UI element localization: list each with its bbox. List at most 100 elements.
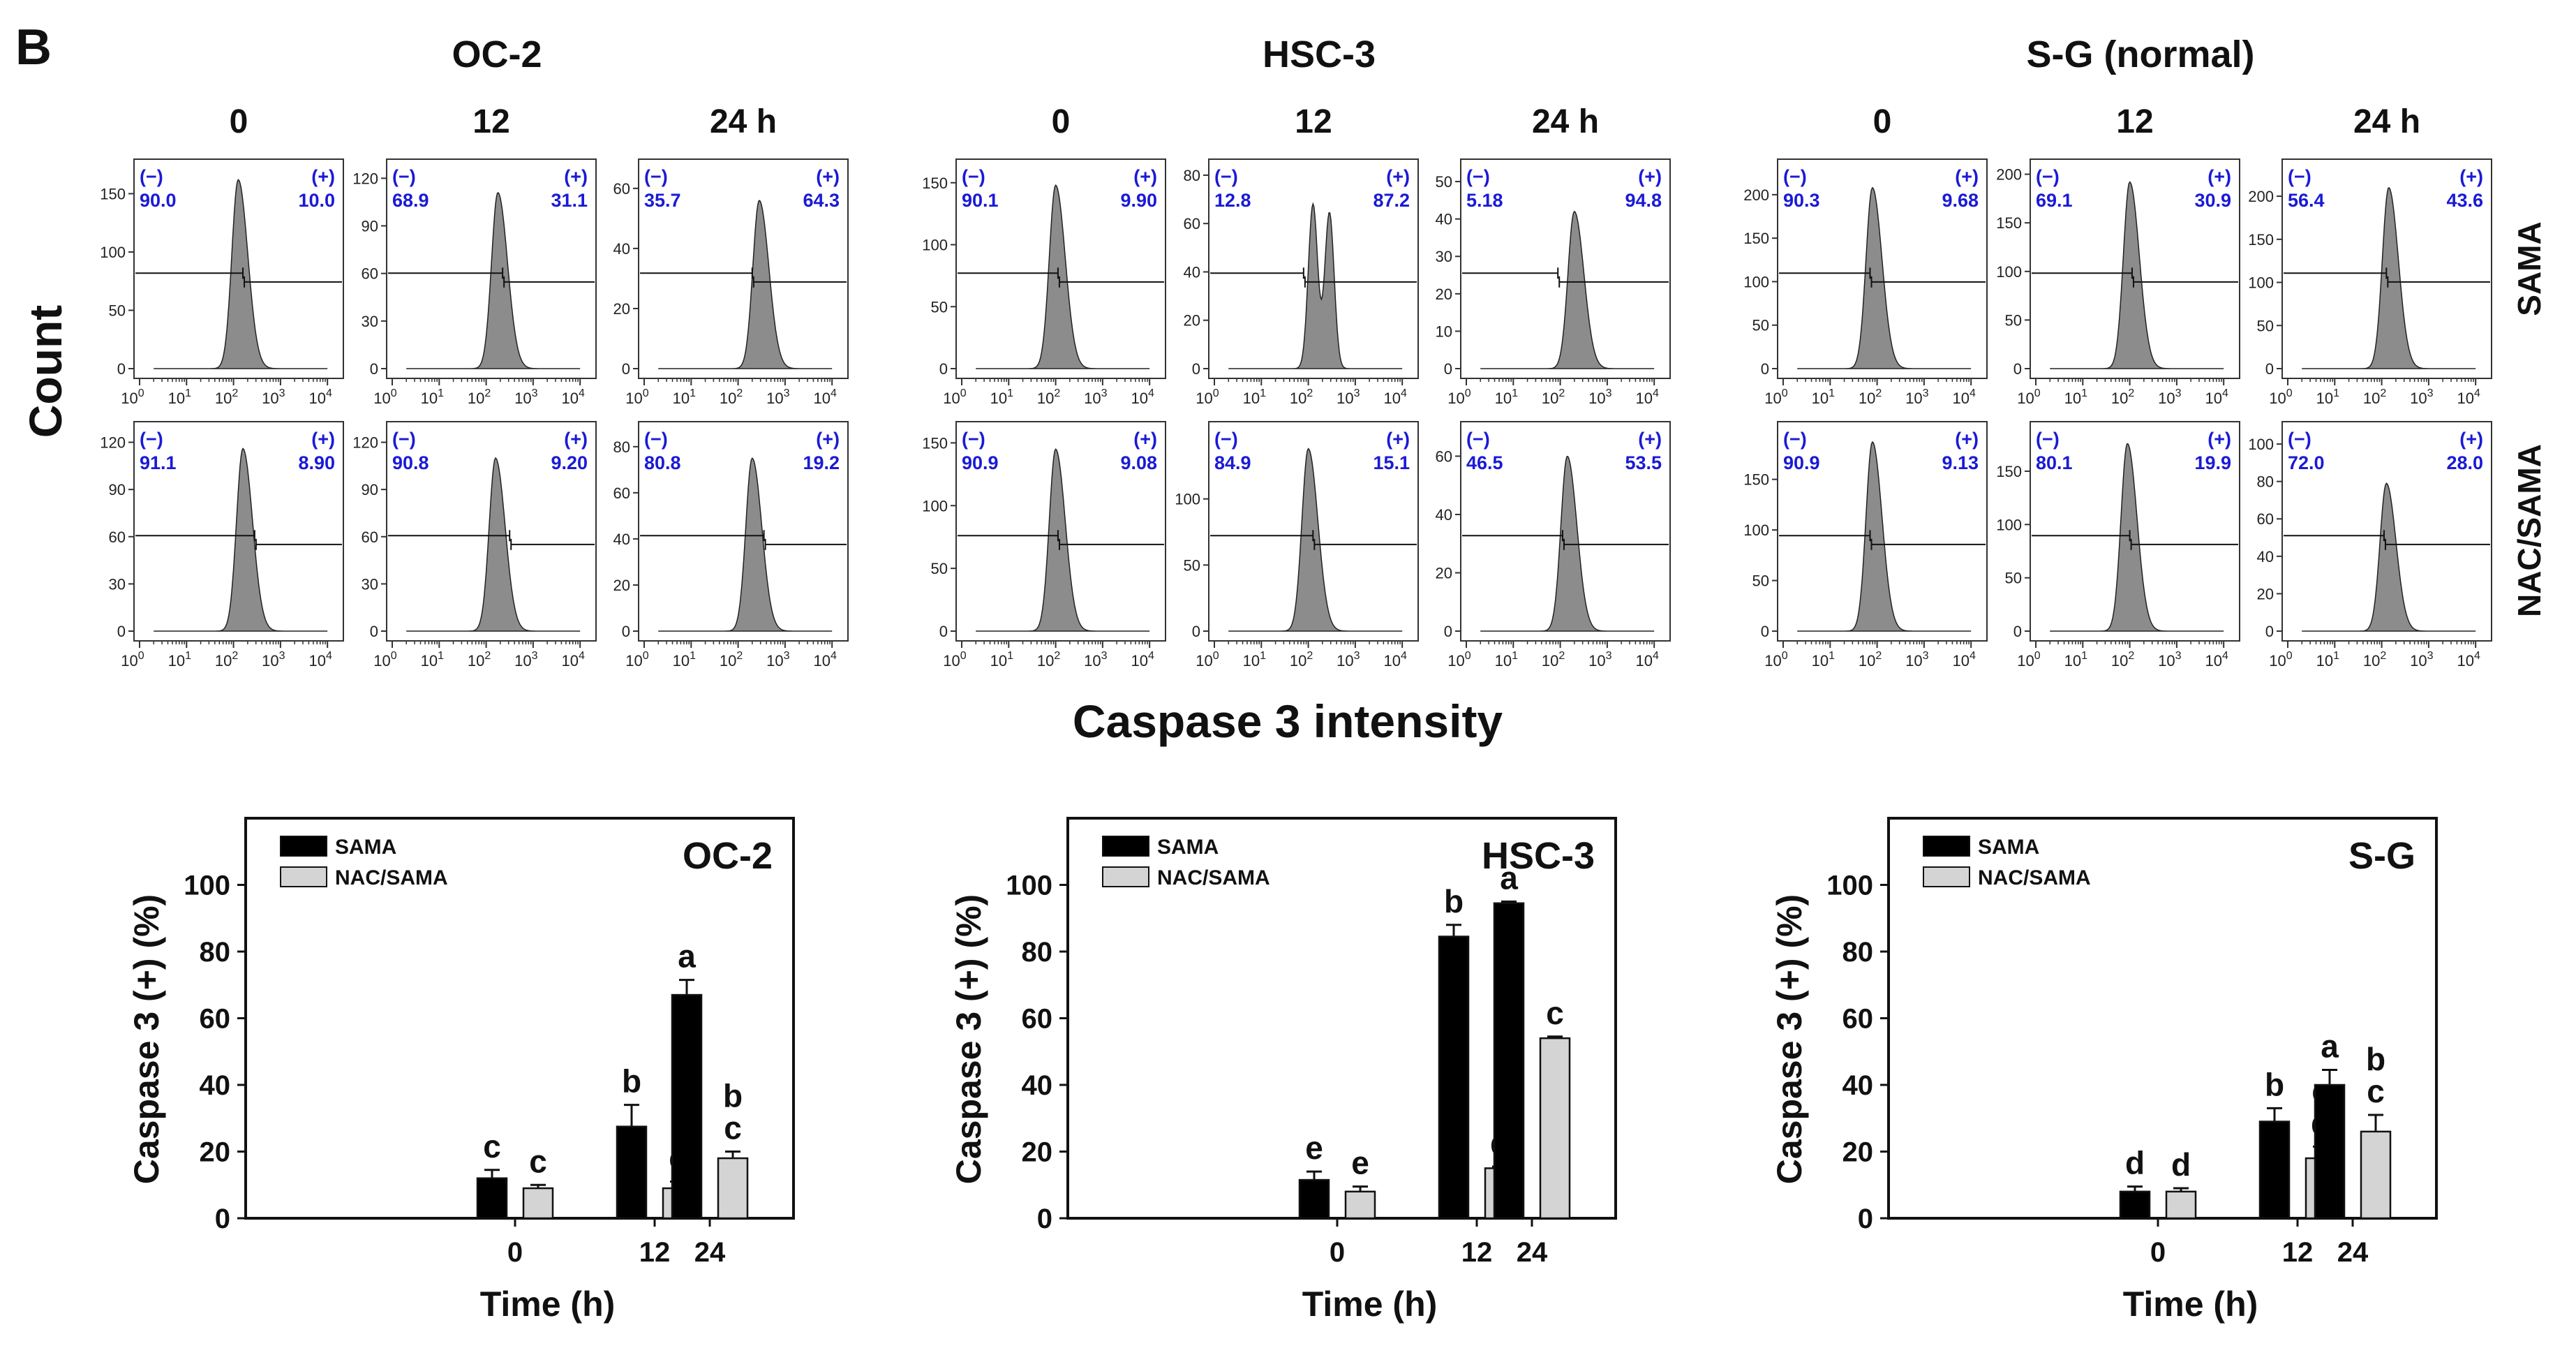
negative-percent: 91.1 — [140, 452, 177, 473]
chart-frame — [1066, 817, 1617, 1220]
x-tick-label: 102 — [2111, 387, 2134, 407]
y-axis-label: Caspase 3 (+) (%) — [949, 894, 988, 1184]
time-point-label: 24 h — [1532, 103, 1599, 140]
y-tick-label: 80 — [613, 438, 630, 456]
y-tick-label: 150 — [1743, 471, 1769, 489]
x-tick-exponent: 4 — [1653, 387, 1659, 399]
x-tick-exponent: 1 — [1512, 650, 1518, 662]
y-axis-label: Caspase 3 (+) (%) — [127, 894, 166, 1184]
y-tick-label: 40 — [1436, 211, 1452, 228]
x-tick-exponent: 2 — [1306, 650, 1313, 662]
cell-line-title: HSC-3 — [1263, 34, 1376, 75]
x-tick-exponent: 3 — [1101, 650, 1108, 662]
x-tick-label: 100 — [121, 387, 144, 407]
positive-gate-label: (+) — [1386, 166, 1410, 187]
y-tick-label: 100 — [1996, 263, 2022, 281]
significance-letter: c — [724, 1110, 742, 1146]
y-tick-label: 60 — [200, 1004, 231, 1035]
y-tick-label: 0 — [2013, 360, 2022, 378]
significance-letter: b — [1444, 883, 1464, 919]
y-tick-label: 40 — [1436, 506, 1452, 524]
y-tick-label: 100 — [1006, 871, 1052, 901]
intensity-axis-label: Caspase 3 intensity — [1073, 695, 1503, 747]
x-tick-label: 100 — [373, 387, 396, 407]
y-tick-label: 20 — [1184, 312, 1200, 330]
significance-letter: b — [2265, 1066, 2284, 1102]
negative-gate-label: (−) — [962, 429, 985, 450]
y-tick-label: 40 — [1842, 1070, 1874, 1101]
x-tick-exponent: 3 — [1354, 650, 1360, 662]
panel-label: B — [15, 20, 52, 75]
significance-letter: b — [622, 1063, 641, 1100]
significance-letter: c — [483, 1128, 501, 1164]
x-tick-exponent: 3 — [2175, 650, 2182, 662]
x-tick-exponent: 1 — [2333, 387, 2339, 399]
legend-swatch — [1923, 866, 1970, 887]
time-point-label: 24 h — [710, 103, 777, 140]
y-tick-label: 40 — [200, 1070, 231, 1101]
x-tick-exponent: 0 — [391, 650, 397, 662]
bar — [2119, 1190, 2151, 1220]
y-tick-label: 0 — [1761, 623, 1769, 640]
legend-label: SAMA — [1157, 836, 1219, 859]
x-tick-exponent: 0 — [1782, 387, 1788, 399]
x-tick-exponent: 3 — [1923, 387, 1929, 399]
row-labels: SAMA NAC/SAMA — [2511, 221, 2547, 617]
negative-percent: 84.9 — [1214, 452, 1251, 473]
x-tick-label: 24 — [1517, 1237, 1548, 1268]
histogram-frame — [638, 158, 849, 379]
x-axis-label: Time (h) — [480, 1285, 616, 1324]
x-tick-label: 103 — [1337, 650, 1360, 670]
legend-swatch — [1923, 836, 1970, 857]
x-tick-exponent: 3 — [2175, 387, 2182, 399]
y-tick-label: 20 — [1436, 286, 1452, 303]
positive-gate-label: (+) — [1133, 166, 1157, 187]
x-tick-exponent: 4 — [326, 650, 332, 662]
y-tick-label: 60 — [1184, 215, 1200, 232]
y-tick-label: 0 — [1444, 360, 1452, 378]
significance-letter: b — [2366, 1041, 2385, 1077]
negative-gate-label: (−) — [644, 166, 668, 187]
significance-letter: e — [1305, 1130, 1323, 1166]
y-tick-label: 30 — [109, 575, 126, 593]
x-tick-label: 104 — [561, 387, 584, 407]
negative-gate-label: (−) — [962, 166, 985, 187]
y-tick-label: 80 — [1022, 937, 1053, 968]
positive-gate-label: (+) — [816, 429, 840, 450]
y-tick-label: 100 — [1743, 522, 1769, 539]
negative-gate-label: (−) — [1466, 166, 1490, 187]
positive-gate-label: (+) — [2459, 166, 2483, 187]
y-tick-label: 150 — [922, 175, 948, 192]
x-tick-exponent: 1 — [2081, 650, 2087, 662]
y-tick-label: 200 — [1996, 166, 2022, 184]
x-tick-label: 101 — [168, 387, 191, 407]
bar — [1493, 902, 1525, 1220]
y-tick-label: 100 — [2248, 436, 2274, 453]
time-point-label: 0 — [230, 103, 248, 140]
y-tick-label: 100 — [184, 871, 230, 901]
bar-chart: 0 20 40 60 80 100 Caspase 3 (+) (%) OC-2 SAMA NAC… — [127, 817, 795, 1324]
x-tick-exponent: 4 — [2474, 650, 2480, 662]
x-tick-exponent: 3 — [532, 650, 538, 662]
x-tick-exponent: 1 — [1007, 387, 1013, 399]
y-tick-label: 50 — [2257, 317, 2274, 334]
x-tick-exponent: 1 — [1260, 387, 1266, 399]
x-tick-exponent: 2 — [484, 650, 491, 662]
bar-chart: 0 20 40 60 80 100 Caspase 3 (+) (%) HSC-3 SAMA NA… — [949, 817, 1617, 1324]
negative-gate-label: (−) — [392, 166, 416, 187]
x-tick-label: 100 — [943, 387, 966, 407]
x-tick-label: 12 — [1461, 1237, 1493, 1268]
x-tick-label: 104 — [561, 650, 584, 670]
y-tick-label: 0 — [1761, 360, 1769, 378]
negative-percent: 90.9 — [962, 452, 999, 473]
x-tick-label: 101 — [1495, 650, 1518, 670]
chart-title: OC-2 — [683, 835, 773, 877]
row-label: SAMA — [2511, 221, 2547, 316]
x-tick-exponent: 2 — [736, 387, 743, 399]
x-tick-label: 100 — [625, 650, 648, 670]
y-tick-label: 0 — [370, 623, 378, 640]
x-tick-label: 101 — [2064, 650, 2087, 670]
